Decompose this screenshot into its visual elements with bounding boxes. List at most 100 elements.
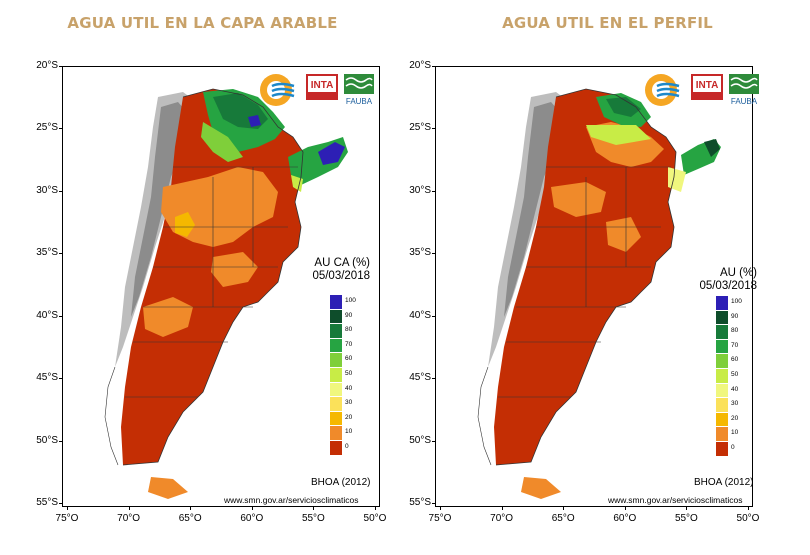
- legend-swatch: [716, 398, 728, 413]
- inta-logo-text: INTA: [311, 80, 334, 91]
- legend-level-label: 60: [731, 356, 739, 364]
- latitude-label: 45°S: [409, 372, 431, 384]
- legend-level-label: 50: [731, 371, 739, 378]
- source-label: BHOA (2012): [311, 477, 371, 488]
- source-label: BHOA (2012): [694, 477, 754, 488]
- latitude-label: 35°S: [36, 247, 58, 259]
- coastline: [495, 88, 677, 466]
- legend-swatch: [716, 368, 728, 384]
- soil-water-map: [477, 88, 721, 499]
- smn-logo-icon: [645, 74, 680, 106]
- legend-swatch: [330, 338, 342, 354]
- legend-title: AU CA (%) 05/03/2018: [288, 257, 370, 283]
- legend-level-label: 30: [731, 400, 739, 408]
- legend-swatch: [330, 411, 342, 427]
- legend-title-date: 05/03/2018: [312, 270, 370, 282]
- legend-swatch: [330, 397, 342, 412]
- legend-swatch: [330, 382, 342, 398]
- map-frame: [62, 66, 380, 507]
- legend-level-label: 100: [731, 298, 742, 305]
- legend-swatch: [330, 367, 342, 383]
- legend-title: AU (%) 05/03/2018: [675, 267, 757, 293]
- legend-title-variable: AU CA (%): [314, 257, 370, 269]
- legend-level-label: 90: [731, 312, 739, 320]
- latitude-label: 30°S: [409, 184, 431, 196]
- smn-logo-icon: [260, 74, 295, 106]
- legend-level-label: 20: [345, 413, 353, 421]
- latitude-label: 25°S: [36, 122, 58, 134]
- panel-capa-arable: AGUA UTIL EN LA CAPA ARABLE: [62, 14, 380, 507]
- legend-swatch: [330, 440, 342, 456]
- legend-level-label: 50: [345, 370, 353, 377]
- legend-color-bar: [716, 296, 728, 457]
- longitude-tick: [251, 507, 253, 510]
- latitude-label: 55°S: [36, 497, 58, 508]
- longitude-tick: [563, 507, 565, 510]
- latitude-tick: [59, 315, 62, 317]
- latitude-tick: [432, 315, 435, 317]
- longitude-label: 65°O: [178, 513, 202, 524]
- longitude-label: 50°O: [363, 513, 387, 524]
- coastline: [122, 88, 304, 466]
- legend-swatch: [716, 441, 728, 457]
- wet-north-area: [606, 97, 641, 117]
- longitude-tick: [313, 507, 315, 510]
- legend-level-label: 0: [731, 444, 735, 451]
- saturated-patch: [248, 115, 261, 127]
- longitude-label: 75°O: [428, 513, 452, 524]
- latitude-label: 35°S: [409, 247, 431, 259]
- latitude-tick: [59, 503, 62, 504]
- wet-northeast: [704, 139, 720, 157]
- latitude-label: 45°S: [36, 372, 58, 384]
- map-frame: [435, 66, 753, 507]
- province-borders: [498, 166, 671, 398]
- legend-level-label: 90: [345, 311, 353, 319]
- fauba-logo-text: FAUBA: [346, 97, 373, 106]
- latitude-label: 25°S: [409, 122, 431, 134]
- legend-swatch: [330, 309, 342, 325]
- latitude-label: 40°S: [36, 309, 58, 321]
- latitude-tick: [59, 253, 62, 255]
- latitude-tick: [432, 440, 435, 442]
- latitude-tick: [432, 190, 435, 192]
- latitude-label: 20°S: [409, 60, 431, 71]
- latitude-tick: [59, 378, 62, 380]
- latitude-label: 50°S: [36, 434, 58, 446]
- latitude-tick: [432, 503, 435, 504]
- latitude-tick: [432, 253, 435, 255]
- low-water-patch: [606, 217, 641, 252]
- wet-northeast: [668, 167, 686, 192]
- longitude-label: 55°O: [674, 513, 698, 524]
- wet-northeast: [291, 175, 303, 192]
- low-water-patch: [551, 182, 606, 217]
- fauba-logo-text: FAUBA: [731, 97, 758, 106]
- legend-swatch: [716, 383, 728, 399]
- panel-perfil: AGUA UTIL EN EL PERFIL: [405, 0, 810, 555]
- legend-swatch: [716, 325, 728, 340]
- legend-swatch: [330, 295, 342, 310]
- latitude-label: 20°S: [36, 60, 58, 71]
- legend-level-label: 60: [345, 355, 353, 363]
- longitude-label: 70°O: [117, 513, 141, 524]
- legend-swatch: [716, 310, 728, 326]
- legend-swatch: [330, 324, 342, 339]
- longitude-tick: [686, 507, 688, 510]
- tierra-del-fuego: [521, 477, 561, 499]
- wet-north-area: [586, 125, 651, 145]
- legend-level-label: 0: [345, 443, 349, 450]
- legend-level-label: 10: [345, 428, 353, 436]
- longitude-tick: [501, 507, 503, 510]
- legend-swatch: [716, 354, 728, 369]
- logo-group: INTA FAUBA: [643, 72, 763, 108]
- longitude-label: 60°O: [240, 513, 264, 524]
- longitude-label: 60°O: [613, 513, 637, 524]
- latitude-tick: [59, 440, 62, 442]
- wet-north-area: [201, 122, 243, 162]
- longitude-label: 50°O: [736, 513, 760, 524]
- legend-swatch: [716, 427, 728, 442]
- legend-level-label: 70: [345, 340, 353, 348]
- province-borders: [125, 166, 298, 398]
- legend-swatch: [330, 426, 342, 441]
- legend-swatch: [716, 339, 728, 355]
- logo-group: INTA FAUBA: [258, 72, 378, 108]
